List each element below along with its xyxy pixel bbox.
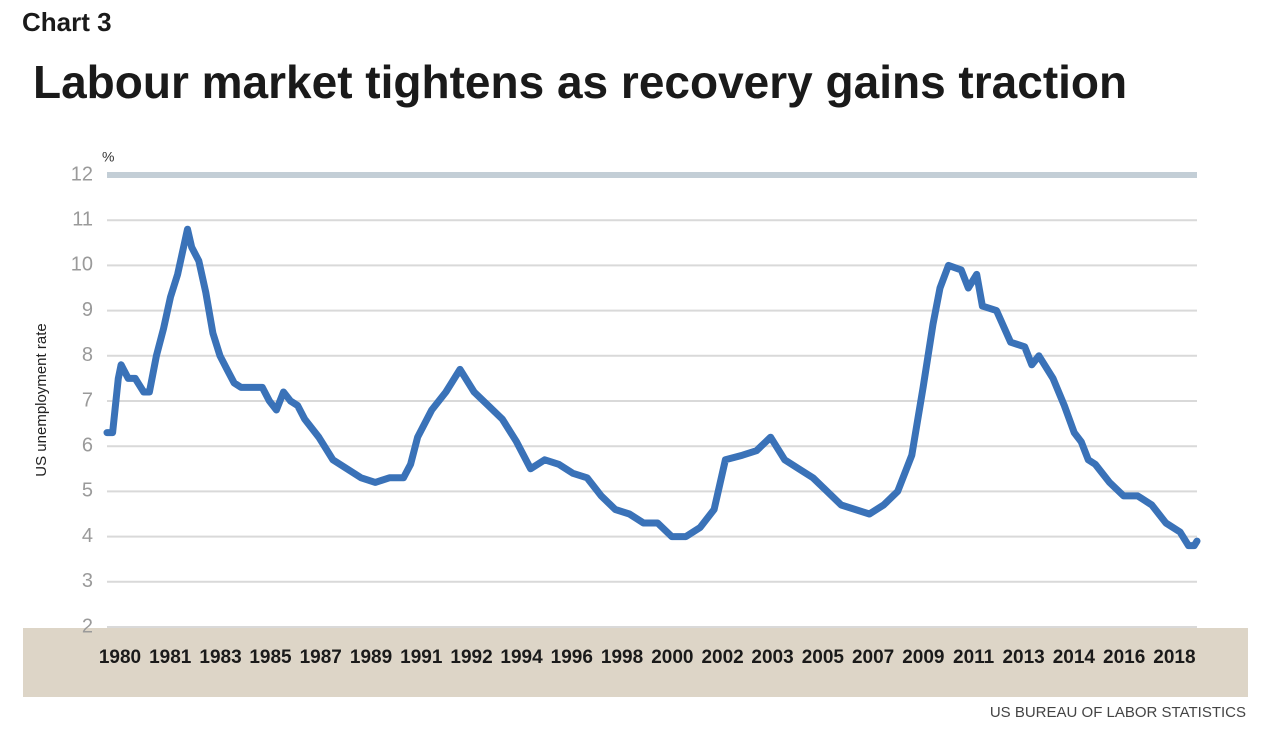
- x-tick-label: 1996: [551, 647, 593, 668]
- y-axis-label: US unemployment rate: [33, 323, 50, 476]
- x-tick-label: 2014: [1053, 647, 1096, 668]
- x-tick-label: 1987: [300, 647, 342, 668]
- x-tick-label: 1983: [199, 647, 241, 668]
- chart-kicker: Chart 3: [22, 7, 112, 37]
- x-tick-label: 2013: [1002, 647, 1044, 668]
- x-tick-label: 1994: [500, 647, 543, 668]
- x-tick-label: 2000: [651, 647, 693, 668]
- y-tick-label: 8: [82, 344, 93, 366]
- x-tick-label: 1980: [99, 647, 141, 668]
- x-tick-label: 1998: [601, 647, 643, 668]
- y-tick-label: 12: [71, 163, 93, 185]
- x-tick-label: 2005: [802, 647, 845, 668]
- x-tick-label: 2007: [852, 647, 894, 668]
- y-tick-label: 2: [82, 615, 93, 637]
- x-tick-label: 2018: [1153, 647, 1195, 668]
- y-tick-label: 4: [82, 525, 93, 547]
- x-tick-label: 2009: [902, 647, 944, 668]
- x-tick-label: 2003: [751, 647, 793, 668]
- y-tick-label: 3: [82, 570, 93, 592]
- x-tick-label: 2016: [1103, 647, 1145, 668]
- x-tick-label: 1981: [149, 647, 192, 668]
- x-tick-label: 1989: [350, 647, 392, 668]
- y-tick-label: 10: [71, 254, 93, 276]
- y-tick-label: 11: [72, 208, 93, 230]
- y-tick-label: 7: [82, 389, 93, 411]
- x-tick-label: 1991: [400, 647, 443, 668]
- x-tick-label: 1985: [249, 647, 292, 668]
- x-axis-band: [23, 628, 1248, 697]
- x-tick-label: 2002: [701, 647, 743, 668]
- y-tick-label: 6: [82, 434, 93, 456]
- y-tick-label: 9: [82, 299, 93, 321]
- unit-label: %: [102, 149, 114, 165]
- source: US BUREAU OF LABOR STATISTICS: [990, 704, 1246, 721]
- y-tick-label: 5: [82, 480, 93, 502]
- data-line: [103, 225, 1201, 550]
- chart-title: Labour market tightens as recovery gains…: [33, 56, 1127, 108]
- x-tick-label: 1992: [450, 647, 492, 668]
- x-tick-label: 2011: [953, 647, 995, 668]
